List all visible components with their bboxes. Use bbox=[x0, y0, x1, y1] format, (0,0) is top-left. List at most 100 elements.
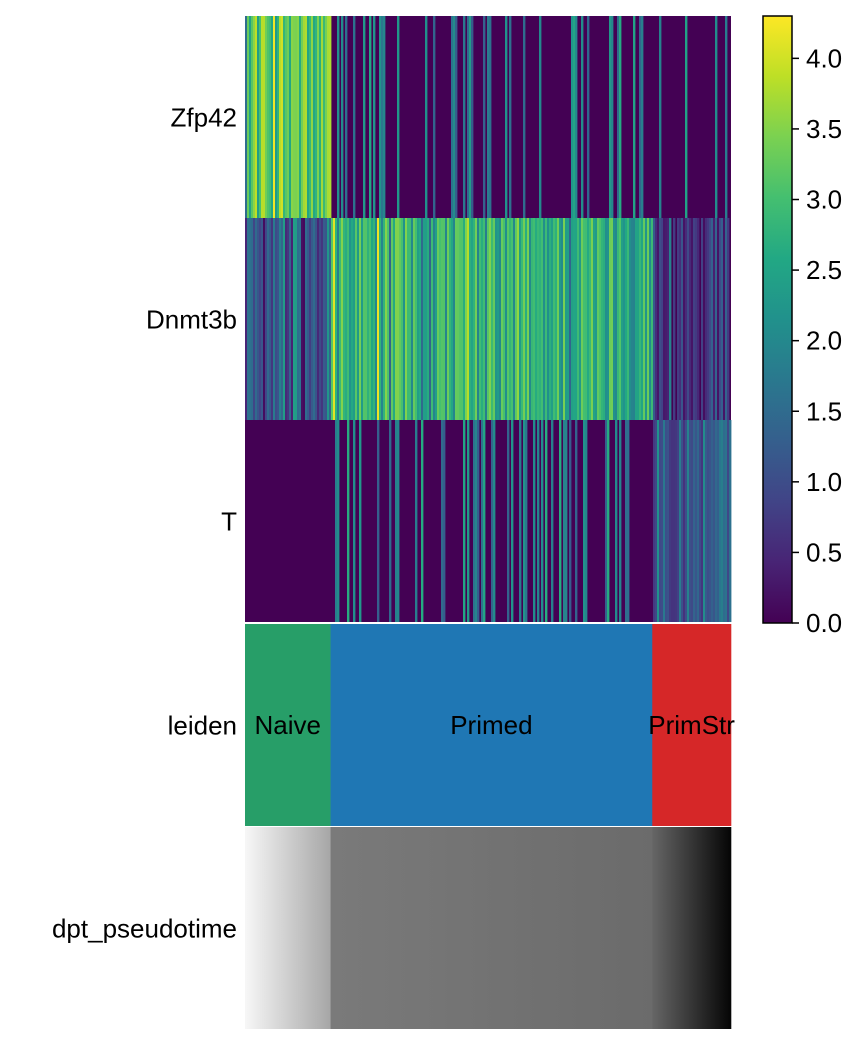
heatmap-cell bbox=[369, 16, 372, 218]
heatmap-cell bbox=[663, 420, 666, 622]
heatmap-cell bbox=[321, 218, 324, 420]
heatmap-cell bbox=[563, 218, 566, 420]
row-label-dnmt3b: Dnmt3b bbox=[145, 304, 237, 335]
heatmap-cell bbox=[683, 420, 686, 622]
heatmap-cell bbox=[287, 16, 290, 218]
heatmap-cell bbox=[665, 218, 668, 420]
heatmap-cell bbox=[261, 16, 264, 218]
heatmap-cell bbox=[317, 16, 320, 218]
heatmap-cell bbox=[299, 218, 302, 420]
heatmap-cell bbox=[505, 16, 508, 218]
heatmap-cell bbox=[489, 218, 492, 420]
heatmap-cell bbox=[681, 420, 684, 622]
heatmap-cell bbox=[265, 16, 268, 218]
heatmap-cell bbox=[445, 218, 448, 420]
heatmap-cell bbox=[673, 420, 676, 622]
heatmap-cell bbox=[559, 218, 562, 420]
heatmap-cell bbox=[339, 218, 342, 420]
heatmap-cell bbox=[577, 218, 580, 420]
heatmap-cell bbox=[623, 218, 626, 420]
heatmap-cell bbox=[689, 420, 692, 622]
heatmap-cell bbox=[285, 16, 288, 218]
heatmap-cell bbox=[381, 218, 384, 420]
heatmap-cell bbox=[451, 16, 454, 218]
heatmap-cell bbox=[443, 218, 446, 420]
heatmap-cell bbox=[373, 218, 376, 420]
heatmap-cell bbox=[281, 218, 284, 420]
colorbar-tick-label: 3.5 bbox=[806, 114, 842, 144]
heatmap-cell bbox=[399, 218, 402, 420]
heatmap-cell bbox=[379, 218, 382, 420]
heatmap-cell bbox=[275, 218, 278, 420]
heatmap-cell bbox=[419, 218, 422, 420]
heatmap-cell bbox=[721, 420, 724, 622]
heatmap-cell bbox=[625, 420, 628, 622]
heatmap-cell bbox=[649, 218, 652, 420]
heatmap-cell bbox=[363, 218, 366, 420]
heatmap-cell bbox=[525, 420, 528, 622]
pseudotime-segment-naive bbox=[245, 827, 331, 1029]
heatmap-cell bbox=[627, 420, 630, 622]
heatmap-cell bbox=[667, 218, 670, 420]
heatmap-cell bbox=[499, 218, 502, 420]
heatmap-cell bbox=[715, 420, 718, 622]
heatmap-cell bbox=[265, 218, 268, 420]
heatmap-cell bbox=[455, 218, 458, 420]
heatmap-cell bbox=[703, 218, 706, 420]
heatmap-cell bbox=[331, 218, 334, 420]
heatmap-cell bbox=[311, 16, 314, 218]
heatmap-cell bbox=[487, 16, 490, 218]
heatmap-cell bbox=[491, 420, 494, 622]
heatmap-cell bbox=[575, 16, 578, 218]
heatmap-cell bbox=[365, 218, 368, 420]
heatmap-cell bbox=[625, 218, 628, 420]
heatmap-cell bbox=[443, 420, 446, 622]
heatmap-cell bbox=[533, 218, 536, 420]
heatmap-cell bbox=[641, 218, 644, 420]
heatmap-cell bbox=[281, 16, 284, 218]
heatmap-cell bbox=[255, 218, 258, 420]
leiden-group-primstr bbox=[652, 624, 732, 826]
heatmap-cell bbox=[601, 218, 604, 420]
heatmap-cell bbox=[323, 16, 326, 218]
heatmap-cell bbox=[473, 218, 476, 420]
heatmap-cell bbox=[321, 16, 324, 218]
heatmap-cell bbox=[727, 420, 730, 622]
heatmap-cell bbox=[315, 218, 318, 420]
heatmap-cell bbox=[701, 420, 704, 622]
heatmap-cell bbox=[411, 218, 414, 420]
heatmap-cell bbox=[273, 218, 276, 420]
leiden-group-label: Naive bbox=[255, 710, 321, 740]
heatmap-cell bbox=[709, 218, 712, 420]
heatmap-cell bbox=[511, 420, 514, 622]
heatmap-cell bbox=[389, 420, 392, 622]
heatmap-cell bbox=[479, 218, 482, 420]
heatmap-cell bbox=[627, 218, 630, 420]
heatmap-cell bbox=[545, 218, 548, 420]
heatmap-cell bbox=[725, 16, 728, 218]
heatmap-cell bbox=[397, 420, 400, 622]
heatmap-cell bbox=[389, 218, 392, 420]
heatmap-cell bbox=[659, 420, 662, 622]
heatmap-cell bbox=[565, 420, 568, 622]
heatmap-cell bbox=[253, 16, 256, 218]
heatmap-cell bbox=[707, 218, 710, 420]
heatmap-cell bbox=[277, 218, 280, 420]
heatmap-row-background bbox=[245, 420, 731, 622]
heatmap-cell bbox=[669, 420, 672, 622]
heatmap-cell bbox=[603, 218, 606, 420]
colorbar-tick-label: 0.0 bbox=[806, 608, 842, 638]
heatmap-cell bbox=[715, 218, 718, 420]
row-label-dpt-pseudotime: dpt_pseudotime bbox=[51, 913, 237, 944]
heatmap-cell bbox=[583, 218, 586, 420]
heatmap-row-zfp42 bbox=[245, 16, 731, 218]
heatmap-cell bbox=[621, 218, 624, 420]
heatmap-cell bbox=[319, 16, 322, 218]
heatmap-cell bbox=[655, 218, 658, 420]
heatmap-cell bbox=[355, 218, 358, 420]
heatmap-cell bbox=[581, 218, 584, 420]
heatmap-cell bbox=[463, 16, 466, 218]
heatmap-cell bbox=[587, 16, 590, 218]
heatmap-cell bbox=[531, 218, 534, 420]
heatmap-cell bbox=[299, 16, 302, 218]
